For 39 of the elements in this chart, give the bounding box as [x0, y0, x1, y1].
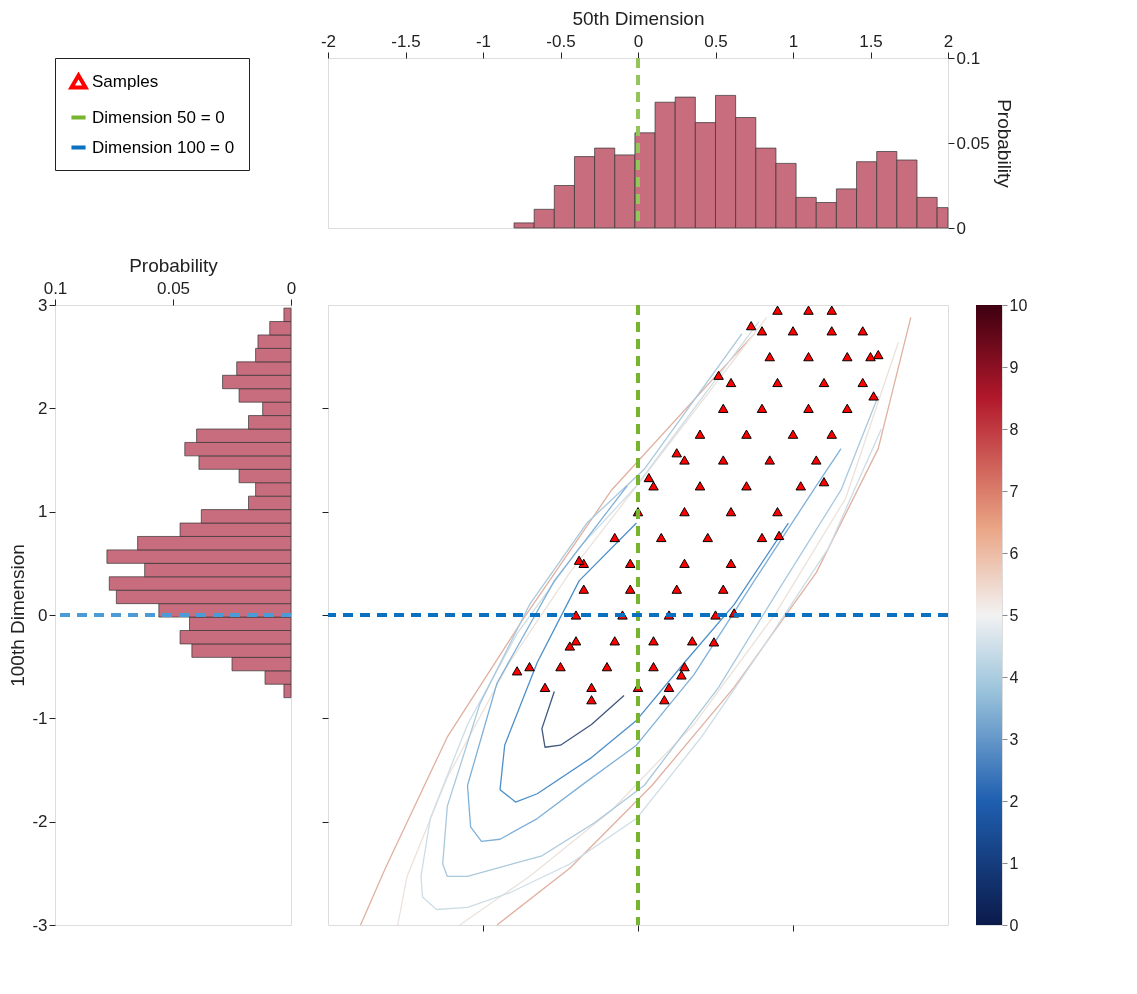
color-bar-label: 7: [1009, 482, 1019, 500]
x-axis-title: 50th Dimension: [572, 7, 705, 29]
color-bar-label: 10: [1009, 296, 1028, 314]
color-bar-label: 1: [1009, 854, 1019, 872]
y-tick-label: 2: [38, 398, 48, 418]
x-tick-label: 0: [286, 278, 297, 298]
y-tick-label: 0: [38, 605, 48, 625]
x-tick-label: 2: [943, 31, 954, 51]
color-bar-label: 8: [1009, 420, 1019, 438]
y-tick-label: 3: [38, 295, 48, 315]
legend-label: Samples: [92, 71, 159, 91]
legend-label: Dimension 100 = 0: [92, 137, 235, 157]
y-tick-label: -1: [32, 708, 48, 728]
legend-label: Dimension 50 = 0: [92, 107, 225, 127]
x-tick-label: -0.5: [546, 31, 576, 51]
x-tick-label: -2: [320, 31, 337, 51]
y-tick-label: 0: [956, 218, 966, 238]
color-bar-label: 6: [1009, 544, 1019, 562]
x-tick-label: 0: [633, 31, 644, 51]
y-tick-label: 0.1: [956, 48, 981, 68]
x-tick-label: 0.05: [156, 278, 191, 298]
color-bar-label: 5: [1009, 606, 1019, 624]
x-tick-label: -1.5: [391, 31, 421, 51]
y-tick-label: 1: [38, 502, 48, 522]
y-axis-title: Probability: [993, 99, 1015, 189]
color-bar-label: 4: [1009, 668, 1019, 686]
x-axis-title: Probability: [129, 254, 219, 276]
color-bar-label: 2: [1009, 792, 1019, 810]
x-tick-label: 0.5: [704, 31, 728, 51]
x-tick-label: -1: [475, 31, 492, 51]
color-bar-label: 0: [1009, 916, 1019, 934]
y-axis-title: 100th Dimension: [7, 544, 29, 687]
color-bar-label: 9: [1009, 358, 1019, 376]
y-tick-label: 0.05: [956, 133, 990, 153]
color-bar-label: 3: [1009, 730, 1019, 748]
y-tick-label: -3: [32, 915, 48, 935]
y-tick-label: -2: [32, 812, 48, 832]
x-tick-label: 1: [788, 31, 799, 51]
x-tick-label: 1.5: [859, 31, 883, 51]
